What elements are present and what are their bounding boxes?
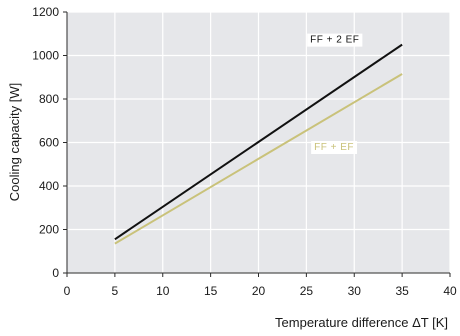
series-line-1 bbox=[114, 73, 403, 245]
x-axis-label: Temperature difference ΔT [K] bbox=[275, 315, 448, 330]
y-axis-label: Cooling capacity [W] bbox=[7, 83, 22, 202]
series-label-1: FF + EF bbox=[314, 142, 354, 153]
y-tick-label: 600 bbox=[39, 136, 59, 150]
series-lines bbox=[114, 43, 403, 245]
x-tick-label: 35 bbox=[395, 284, 409, 298]
series-line-0 bbox=[114, 43, 403, 241]
y-tick-label: 800 bbox=[39, 92, 59, 106]
y-tick-label: 200 bbox=[39, 223, 59, 237]
y-tick-label: 1000 bbox=[32, 49, 59, 63]
y-axis-ticks: 0 200 400 600 800 1000 1200 bbox=[32, 5, 59, 280]
x-tick-label: 10 bbox=[156, 284, 170, 298]
x-axis-ticks: 0 5 10 15 20 25 30 35 40 bbox=[64, 284, 457, 298]
x-tick-label: 30 bbox=[348, 284, 362, 298]
series-labels: FF + 2 EF FF + EF bbox=[307, 33, 363, 154]
y-tick-label: 1200 bbox=[32, 5, 59, 19]
series-label-group-0: FF + 2 EF bbox=[307, 33, 363, 47]
grid-lines bbox=[63, 11, 451, 277]
x-tick-label: 40 bbox=[443, 284, 457, 298]
series-label-group-1: FF + EF bbox=[311, 140, 358, 154]
x-tick-label: 25 bbox=[300, 284, 314, 298]
x-tick-label: 0 bbox=[64, 284, 71, 298]
series-label-bg bbox=[311, 140, 358, 154]
x-tick-label: 15 bbox=[204, 284, 218, 298]
series-label-0: FF + 2 EF bbox=[310, 35, 359, 46]
x-tick-label: 20 bbox=[252, 284, 266, 298]
x-tick-label: 5 bbox=[112, 284, 119, 298]
y-tick-label: 0 bbox=[52, 266, 59, 280]
series-label-bg bbox=[307, 33, 363, 47]
y-tick-label: 400 bbox=[39, 179, 59, 193]
